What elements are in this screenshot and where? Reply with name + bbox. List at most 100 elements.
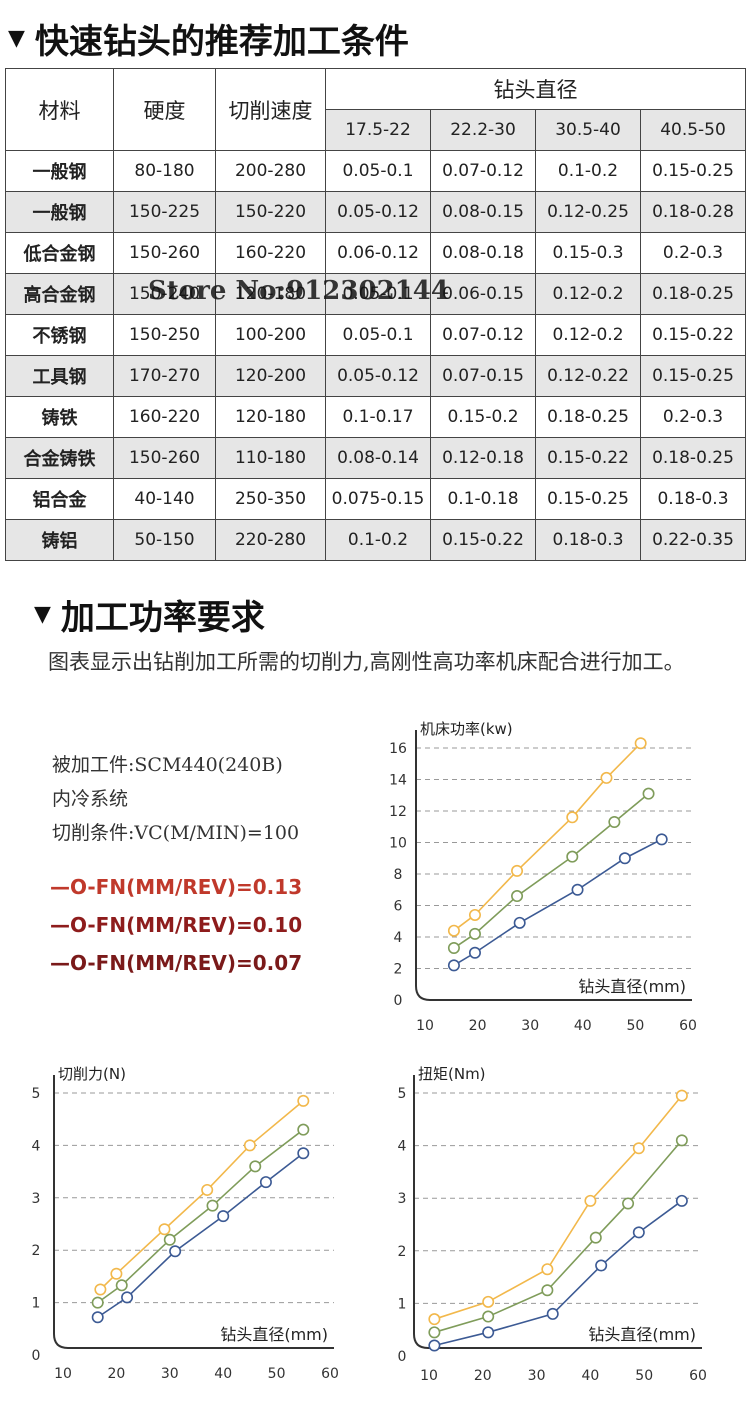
cell-feed: 0.075-0.15 bbox=[325, 478, 431, 520]
cell-feed: 0.18-0.28 bbox=[640, 191, 746, 233]
data-point-fn010 bbox=[297, 1123, 310, 1136]
cell-speed: 150-220 bbox=[215, 191, 326, 233]
cell-material: 不锈钢 bbox=[5, 314, 114, 356]
header-diameter-range: 40.5-50 bbox=[640, 109, 746, 151]
y-tick-label: 0 bbox=[394, 993, 403, 1009]
data-point-fn010 bbox=[468, 927, 481, 940]
cell-feed: 0.1-0.17 bbox=[325, 396, 431, 438]
x-tick-label: 50 bbox=[626, 1018, 644, 1034]
cell-feed: 0.05-0.12 bbox=[325, 355, 431, 397]
cell-material: 工具钢 bbox=[5, 355, 114, 397]
data-point-fn013 bbox=[201, 1183, 214, 1196]
x-tick-label: 30 bbox=[528, 1368, 546, 1384]
cell-material: 高合金钢 bbox=[5, 273, 114, 315]
data-point-fn010 bbox=[163, 1233, 176, 1246]
data-point-fn007 bbox=[571, 883, 584, 896]
table-row: 合金铸铁 150-260 110-180 0.08-0.14 0.12-0.18 0.15… bbox=[5, 437, 746, 479]
data-point-fn010 bbox=[675, 1134, 688, 1147]
cell-feed: 0.06-0.15 bbox=[430, 273, 536, 315]
data-point-fn010 bbox=[115, 1279, 128, 1292]
cell-hardness: 150-225 bbox=[113, 191, 216, 233]
data-point-fn013 bbox=[447, 924, 460, 937]
header-hardness: 硬度 bbox=[113, 68, 216, 151]
cell-feed: 0.18-0.25 bbox=[535, 396, 641, 438]
data-point-fn013 bbox=[541, 1263, 554, 1276]
table-row: 高合金钢 150-240 120-180 0.05-0.1 0.06-0.15 0.12-… bbox=[5, 273, 746, 315]
cell-feed: 0.15-0.2 bbox=[430, 396, 536, 438]
data-point-fn010 bbox=[622, 1197, 635, 1210]
data-point-fn013 bbox=[468, 908, 481, 921]
header-material: 材料 bbox=[5, 68, 114, 151]
triangle-down-icon: ▼ bbox=[8, 26, 25, 51]
data-point-fn007 bbox=[513, 916, 526, 929]
data-point-fn013 bbox=[297, 1094, 310, 1107]
cell-hardness: 150-240 bbox=[113, 273, 216, 315]
cell-feed: 0.08-0.14 bbox=[325, 437, 431, 479]
header-diameter-range: 17.5-22 bbox=[325, 109, 431, 151]
data-point-fn010 bbox=[249, 1160, 262, 1173]
y-axis-label: 机床功率(kw) bbox=[420, 720, 513, 738]
data-point-fn010 bbox=[482, 1310, 495, 1323]
series-line-fn007 bbox=[434, 1200, 683, 1347]
data-point-fn007 bbox=[297, 1147, 310, 1160]
legend: —O-FN(MM/REV)=0.13 —O-FN(MM/REV)=0.10 —O… bbox=[50, 868, 302, 982]
cell-feed: 0.05-0.12 bbox=[325, 191, 431, 233]
data-point-fn007 bbox=[217, 1210, 230, 1223]
cell-feed: 0.22-0.35 bbox=[640, 519, 746, 561]
data-point-fn013 bbox=[94, 1283, 107, 1296]
data-point-fn013 bbox=[634, 737, 647, 750]
cell-hardness: 40-140 bbox=[113, 478, 216, 520]
x-tick-label: 30 bbox=[521, 1018, 539, 1034]
y-tick-label: 1 bbox=[32, 1296, 41, 1312]
y-tick-label: 6 bbox=[394, 899, 403, 915]
cell-feed: 0.18-0.25 bbox=[640, 273, 746, 315]
x-tick-label: 50 bbox=[635, 1368, 653, 1384]
data-point-fn013 bbox=[600, 771, 613, 784]
data-point-fn010 bbox=[608, 816, 621, 829]
data-point-fn010 bbox=[447, 942, 460, 955]
axis-line bbox=[53, 1075, 334, 1349]
power-chart: 0 2 4 6 8 10 12 14 16 10 20 30 40 50 60 机床功率(kw) 钻头直径(mm… bbox=[389, 720, 697, 1034]
cell-hardness: 50-150 bbox=[113, 519, 216, 561]
y-tick-label: 8 bbox=[394, 867, 403, 883]
legend-item-fn007: —O-FN(MM/REV)=0.07 bbox=[50, 951, 303, 975]
cell-feed: 0.18-0.3 bbox=[640, 478, 746, 520]
data-point-fn010 bbox=[91, 1296, 104, 1309]
cell-feed: 0.12-0.2 bbox=[535, 314, 641, 356]
cutting-force-chart: 0 1 2 3 4 5 10 20 30 40 50 60 切削力(N) 钻头直径(mm) bbox=[32, 1065, 339, 1382]
y-tick-label: 10 bbox=[389, 836, 407, 852]
cell-material: 铸铝 bbox=[5, 519, 114, 561]
table-row: 一般钢 150-225 150-220 0.05-0.12 0.08-0.15 0.12-… bbox=[5, 191, 746, 233]
x-tick-label: 60 bbox=[321, 1366, 339, 1382]
data-point-fn010 bbox=[566, 850, 579, 863]
cell-hardness: 150-260 bbox=[113, 437, 216, 479]
cell-feed: 0.12-0.25 bbox=[535, 191, 641, 233]
y-tick-label: 0 bbox=[32, 1348, 41, 1364]
table-row: 工具钢 170-270 120-200 0.05-0.12 0.07-0.15 0.12-… bbox=[5, 355, 746, 397]
data-point-fn013 bbox=[566, 811, 579, 824]
x-tick-label: 20 bbox=[469, 1018, 487, 1034]
cell-feed: 0.2-0.3 bbox=[640, 232, 746, 274]
data-point-fn010 bbox=[428, 1326, 441, 1339]
section-title-text: 快速钻头的推荐加工条件 bbox=[34, 22, 409, 62]
y-axis-label: 扭矩(Nm) bbox=[418, 1065, 486, 1083]
x-axis-label: 钻头直径(mm) bbox=[588, 1325, 696, 1344]
cell-speed: 100-200 bbox=[215, 314, 326, 356]
x-tick-label: 20 bbox=[474, 1368, 492, 1384]
cell-feed: 0.1-0.18 bbox=[430, 478, 536, 520]
y-tick-label: 1 bbox=[398, 1296, 407, 1312]
cell-speed: 110-180 bbox=[215, 437, 326, 479]
cell-speed: 160-220 bbox=[215, 232, 326, 274]
cell-speed: 120-180 bbox=[215, 273, 326, 315]
cell-feed: 0.2-0.3 bbox=[640, 396, 746, 438]
data-point-fn013 bbox=[584, 1194, 597, 1207]
data-point-fn013 bbox=[428, 1313, 441, 1326]
data-point-fn013 bbox=[632, 1142, 645, 1155]
y-tick-label: 2 bbox=[398, 1244, 407, 1260]
data-point-fn007 bbox=[468, 946, 481, 959]
cell-feed: 0.18-0.3 bbox=[535, 519, 641, 561]
x-axis-label: 钻头直径(mm) bbox=[220, 1325, 328, 1344]
section-title-conditions: ▼ 快速钻头的推荐加工条件 bbox=[8, 14, 409, 63]
cell-hardness: 150-250 bbox=[113, 314, 216, 356]
cell-feed: 0.12-0.22 bbox=[535, 355, 641, 397]
